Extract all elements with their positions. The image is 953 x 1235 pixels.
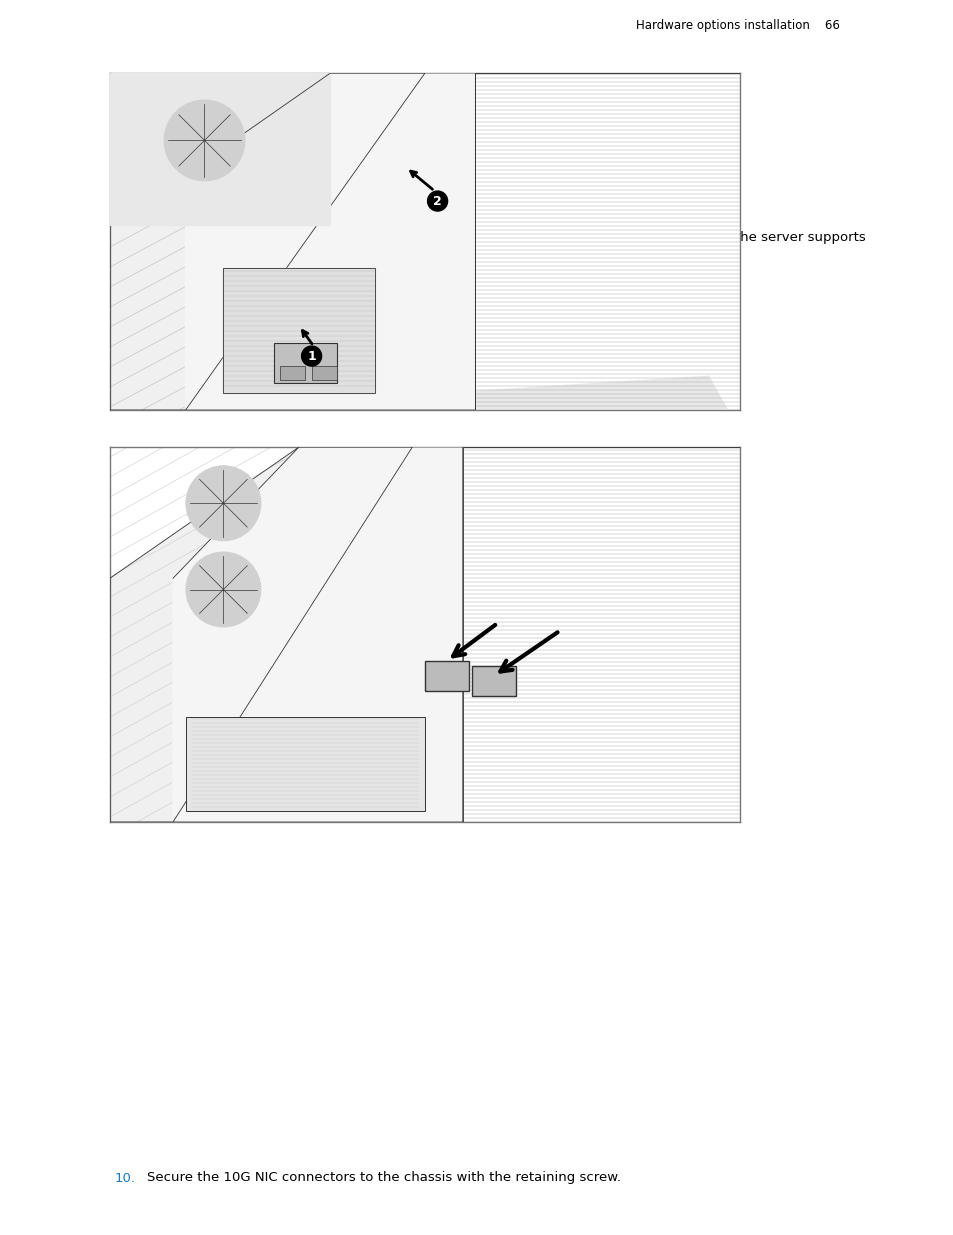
Text: 15.: 15. — [115, 319, 136, 331]
Polygon shape — [186, 73, 475, 410]
Text: 11.: 11. — [115, 802, 136, 815]
Circle shape — [301, 346, 321, 366]
Text: •: • — [129, 156, 137, 170]
Text: the following battery-backed options:: the following battery-backed options: — [147, 212, 396, 226]
Text: Battery-backed write cache module: Battery-backed write cache module — [115, 266, 658, 294]
Circle shape — [427, 191, 447, 211]
Polygon shape — [110, 73, 330, 225]
FancyBboxPatch shape — [424, 661, 469, 690]
Text: 14.: 14. — [115, 342, 136, 356]
Text: Install the access panel.: Install the access panel. — [147, 390, 308, 404]
Text: 2: 2 — [433, 195, 441, 207]
Polygon shape — [186, 377, 726, 410]
Text: Connect the network cables.: Connect the network cables. — [147, 342, 338, 356]
Text: The HP BBWC protects against hard boot, power, controller, and system board fail: The HP BBWC protects against hard boot, … — [147, 231, 864, 243]
Text: 256-MB cache module (standard): 256-MB cache module (standard) — [147, 184, 369, 198]
Polygon shape — [110, 73, 424, 410]
Text: Install the RJ-45 plugs on the bottom two RJ-45 connectors on the rear panel.: Install the RJ-45 plugs on the bottom tw… — [147, 802, 659, 815]
Text: 12.: 12. — [115, 390, 136, 404]
Text: 512-MB cache module (optional): 512-MB cache module (optional) — [147, 157, 364, 169]
Polygon shape — [172, 447, 462, 823]
Text: 10.: 10. — [115, 1172, 136, 1184]
Bar — [280, 367, 305, 379]
Bar — [312, 367, 336, 379]
Bar — [462, 447, 740, 823]
Circle shape — [164, 100, 245, 180]
Bar — [186, 718, 424, 810]
Bar — [223, 268, 375, 393]
Text: Power up the server (on page: Power up the server (on page — [147, 319, 349, 331]
Text: Hardware options installation    66: Hardware options installation 66 — [636, 19, 840, 32]
Text: ).: ). — [320, 319, 330, 331]
Polygon shape — [223, 268, 375, 393]
Bar — [475, 73, 740, 410]
Circle shape — [186, 552, 260, 627]
Text: 1: 1 — [307, 350, 315, 363]
Text: •: • — [129, 184, 137, 198]
Text: Secure the 10G NIC connectors to the chassis with the retaining screw.: Secure the 10G NIC connectors to the cha… — [147, 1172, 620, 1184]
Polygon shape — [110, 447, 412, 823]
Text: 25: 25 — [309, 319, 326, 331]
Circle shape — [186, 466, 260, 541]
Text: Slide the server back into the rack.: Slide the server back into the rack. — [147, 367, 381, 379]
Bar — [274, 342, 336, 383]
Text: 13.: 13. — [115, 367, 136, 379]
FancyBboxPatch shape — [472, 666, 516, 695]
